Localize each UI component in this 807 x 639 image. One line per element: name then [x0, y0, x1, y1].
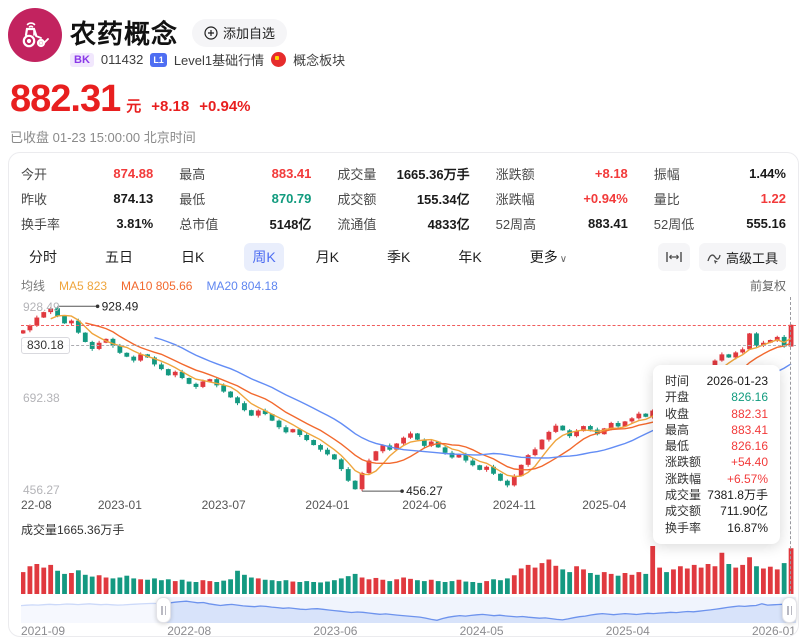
ma10-legend: MA10 805.66	[121, 278, 193, 293]
level-label: Level1基础行情	[173, 53, 265, 68]
ma5-legend: MA5 823	[59, 278, 108, 293]
ma-prefix: 均线	[21, 279, 46, 293]
x-tick-2024-01: 2024-01	[305, 498, 350, 512]
l1-badge: L1	[150, 52, 167, 67]
stat-今开: 今开 874.88	[21, 166, 154, 182]
tab-分时[interactable]: 分时	[29, 249, 57, 265]
x-tick-2024-06: 2024-06	[402, 498, 447, 512]
stat-52周高: 52周高 883.41	[495, 216, 628, 232]
sector-code: 011432	[100, 52, 144, 67]
tooltip-row-最低: 最低 826.16	[665, 439, 768, 454]
navigator-timeline-labels: 2021-09 2022-08 2023-06 2024-05 2025-04 2026-…	[21, 624, 796, 637]
x-tick-22-08: 22-08	[21, 498, 52, 512]
tab-周K[interactable]: 周K	[244, 243, 284, 271]
x-tick-2025-04: 2025-04	[582, 498, 627, 512]
crosshair-vertical	[790, 297, 792, 594]
tooltip-row-时间: 时间 2026-01-23	[665, 374, 768, 388]
board-icon	[271, 52, 287, 67]
stats-grid: 今开 874.88 最高 883.41 成交量 1665.36万手 涨跌额 +8.18…	[21, 161, 786, 236]
navigator-left-handle[interactable]	[156, 597, 172, 623]
stat-成交额: 成交额 155.34亿	[337, 192, 470, 207]
navigator-selected-range[interactable]	[163, 597, 796, 623]
y-tick-928.49: 928.49	[23, 299, 60, 314]
navigator-unselected	[21, 597, 164, 623]
crosshair-price-label: 830.18	[21, 336, 70, 354]
ma-legend: 均线 MA5 823 MA10 805.66 MA20 804.18 前复权	[21, 277, 786, 294]
tab-更多[interactable]: 更多 ∨	[529, 249, 568, 265]
tooltip-row-开盘: 开盘 826.16	[665, 390, 768, 405]
stat-量比: 量比 1.22	[653, 191, 786, 207]
tooltip-row-收盘: 收盘 882.31	[665, 406, 768, 421]
nav-tick-2021-09: 2021-09	[21, 624, 66, 637]
adjust-mode-label[interactable]: 前复权	[749, 279, 786, 293]
volume-chart[interactable]	[21, 544, 796, 594]
svg-text:456.27: 456.27	[406, 484, 443, 497]
fit-width-icon	[666, 252, 682, 262]
stat-昨收: 昨收 874.13	[21, 191, 154, 207]
board-label: 概念板块	[293, 53, 346, 68]
stat-成交量: 成交量 1665.36万手	[337, 167, 470, 182]
add-watchlist-button[interactable]: 添加自选	[192, 18, 288, 47]
tools-icon	[707, 253, 721, 264]
tooltip-row-涨跌幅: 涨跌幅 +6.57%	[665, 471, 768, 486]
tab-年K[interactable]: 年K	[458, 249, 482, 265]
candlestick-chart[interactable]: 928.49 456.27	[21, 297, 796, 497]
tab-季K[interactable]: 季K	[387, 249, 411, 265]
market-status: 已收盘 01-23 15:00:00 北京时间	[10, 130, 196, 145]
tractor-icon	[22, 22, 49, 48]
plus-circle-icon	[204, 25, 218, 40]
stat-涨跌幅: 涨跌幅 +0.94%	[495, 191, 628, 207]
nav-tick-2025-04: 2025-04	[605, 624, 650, 637]
fit-width-button[interactable]	[657, 243, 690, 271]
current-price: 882.31	[10, 78, 121, 120]
stat-涨跌额: 涨跌额 +8.18	[495, 166, 628, 182]
price-change: +8.18	[151, 98, 190, 115]
stat-流通值: 流通值 4833亿	[337, 217, 470, 232]
nav-tick-2023-06: 2023-06	[313, 624, 358, 637]
tooltip-row-成交额: 成交额 711.90亿	[665, 504, 768, 519]
tooltip-row-换手率: 换手率 16.87%	[665, 520, 768, 535]
crosshair-horizontal	[21, 344, 796, 346]
stat-振幅: 振幅 1.44%	[653, 166, 786, 182]
navigator-right-handle[interactable]	[782, 597, 797, 623]
tab-日K[interactable]: 日K	[181, 249, 205, 265]
page-title: 农药概念	[70, 19, 179, 49]
tooltip-row-涨跌额: 涨跌额 +54.40	[665, 455, 768, 470]
nav-tick-2022-08: 2022-08	[167, 624, 212, 637]
candle-tooltip: 时间 2026-01-23 开盘 826.16 收盘 882.31 最高 883.41 最低 82…	[653, 365, 780, 544]
current-price-line	[21, 324, 796, 326]
x-tick-2023-07: 2023-07	[201, 498, 246, 512]
price-unit: 元	[126, 98, 142, 115]
period-tabs: 分时 五日 日K 周K 月K 季K 年K 更多 ∨ 高级工具	[21, 243, 786, 271]
x-tick-2024-11: 2024-11	[492, 498, 536, 512]
stat-最高: 最高 883.41	[179, 166, 312, 182]
ma20-legend: MA20 804.18	[206, 278, 278, 293]
stat-总市值: 总市值 5148亿	[179, 217, 312, 232]
tab-月K[interactable]: 月K	[315, 249, 340, 265]
sector-logo	[8, 8, 62, 62]
price-change-pct: +0.94%	[199, 98, 251, 115]
x-tick-2023-01: 2023-01	[97, 498, 142, 512]
stat-换手率: 换手率 3.81%	[21, 216, 154, 232]
tab-五日[interactable]: 五日	[105, 249, 133, 265]
nav-tick-2026-01: 2026-01	[751, 624, 796, 637]
svg-text:928.49: 928.49	[102, 299, 139, 313]
nav-tick-2024-05: 2024-05	[459, 624, 504, 637]
y-tick-692.38: 692.38	[23, 391, 60, 406]
advanced-tools-button[interactable]: 高级工具	[698, 243, 786, 271]
price-block: 882.31 元 +8.18 +0.94% 已收盘 01-23 15:00:00…	[10, 78, 251, 146]
y-tick-456.27: 456.27	[23, 482, 60, 497]
stat-52周低: 52周低 555.16	[653, 216, 786, 232]
x-axis-labels: 22-08 2023-01 2023-07 2024-01 2024-06 2024-11…	[21, 498, 796, 514]
volume-label: 成交量1665.36万手	[21, 523, 125, 537]
stat-最低: 最低 870.79	[179, 191, 312, 207]
tooltip-row-成交量: 成交量 7381.8万手	[665, 488, 768, 503]
range-navigator[interactable]	[20, 597, 797, 623]
kline-chart[interactable]: 928.49 456.27 928.49 692.38 456.27 830.18 2…	[20, 297, 797, 637]
tooltip-row-最高: 最高 883.41	[665, 422, 768, 437]
bk-badge: BK	[70, 52, 94, 67]
quote-card: 今开 874.88 最高 883.41 成交量 1665.36万手 涨跌额 +8.18…	[8, 152, 799, 637]
